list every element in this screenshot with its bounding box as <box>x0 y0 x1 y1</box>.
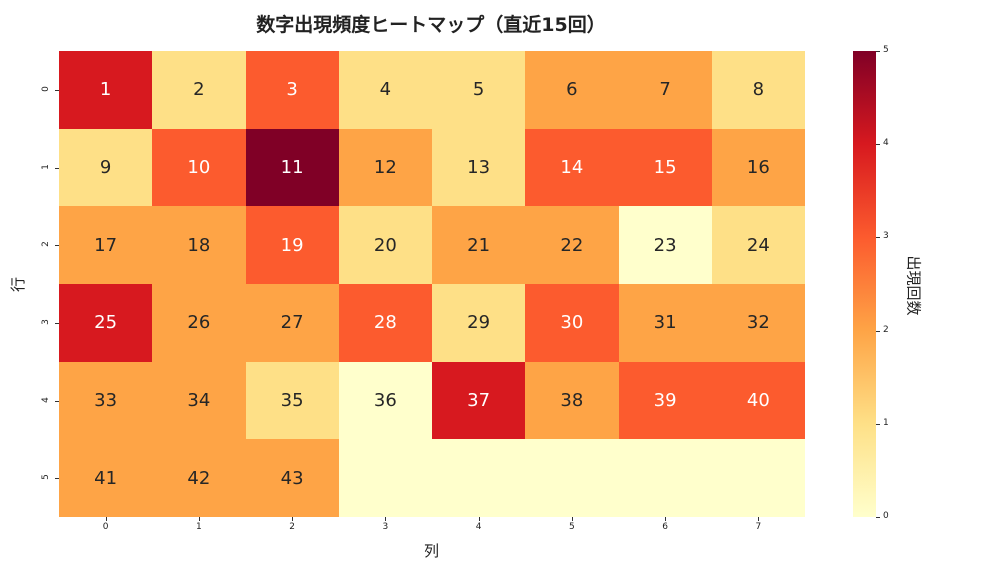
heatmap-cell: 32 <box>711 283 805 362</box>
heatmap-cell: 14 <box>525 128 619 207</box>
heatmap-cell: 39 <box>618 361 712 440</box>
heatmap-cell: 31 <box>618 283 712 362</box>
y-tick-mark <box>55 245 59 247</box>
heatmap-cell: 20 <box>338 206 432 284</box>
heatmap-cell: 38 <box>525 361 619 440</box>
colorbar-tick-mark <box>876 51 880 52</box>
heatmap-cell: 35 <box>245 361 339 440</box>
heatmap-cell: 1 <box>59 51 153 129</box>
heatmap-cell: 26 <box>152 283 246 362</box>
heatmap-cell: 4 <box>338 51 432 129</box>
heatmap-cell <box>525 439 619 517</box>
y-tick-mark <box>55 89 59 91</box>
y-tick-mark <box>55 400 59 402</box>
heatmap-cell: 42 <box>152 439 246 517</box>
x-tick-mark <box>478 517 480 521</box>
y-tick-label: 1 <box>41 163 51 170</box>
y-tick-mark <box>55 322 59 324</box>
x-axis-label: 列 <box>424 542 440 560</box>
heatmap-cell: 8 <box>711 51 805 129</box>
heatmap-cell: 19 <box>245 206 339 284</box>
colorbar <box>853 51 876 517</box>
heatmap-cell: 23 <box>618 206 712 284</box>
x-tick-mark <box>665 517 667 521</box>
y-tick-label: 2 <box>41 241 51 248</box>
heatmap-cell: 12 <box>338 128 432 207</box>
heatmap-cell: 30 <box>525 283 619 362</box>
heatmap-cell: 29 <box>432 283 526 362</box>
x-tick-mark <box>758 517 760 521</box>
colorbar-tick-label: 3 <box>883 231 889 242</box>
x-tick-label: 7 <box>755 522 762 532</box>
y-tick-mark <box>55 167 59 169</box>
x-tick-mark <box>105 517 107 521</box>
y-tick-mark <box>55 478 59 480</box>
heatmap-cell: 36 <box>338 361 432 440</box>
heatmap-cell: 34 <box>152 361 246 440</box>
x-tick-mark <box>198 517 200 521</box>
heatmap-cell: 17 <box>59 206 153 284</box>
heatmap-cell: 6 <box>525 51 619 129</box>
colorbar-tick-mark <box>876 237 880 239</box>
heatmap-cell: 9 <box>59 128 153 207</box>
heatmap-cell: 10 <box>152 128 246 207</box>
heatmap-cell: 16 <box>711 128 805 207</box>
heatmap-cell <box>711 439 805 517</box>
x-tick-label: 3 <box>382 522 389 532</box>
heatmap-grid: 1 2 3 4 5 6 7 8 9 10 11 12 13 14 15 16 17 18 19 20 21 22 23 24 2… <box>59 51 805 517</box>
y-tick-label: 0 <box>41 85 51 92</box>
colorbar-tick-label: 5 <box>883 45 889 55</box>
colorbar-tick-mark <box>876 330 880 332</box>
heatmap-cell: 41 <box>59 439 153 517</box>
heatmap-cell: 7 <box>618 51 712 129</box>
y-tick-label: 4 <box>41 396 51 403</box>
heatmap-cell: 24 <box>711 206 805 284</box>
heatmap-cell: 18 <box>152 206 246 284</box>
y-axis-label: 行 <box>9 276 28 293</box>
heatmap-cell: 3 <box>245 51 339 129</box>
x-tick-label: 1 <box>196 522 202 532</box>
heatmap-cell: 40 <box>711 361 805 440</box>
colorbar-tick-mark <box>876 423 880 425</box>
colorbar-tick-label: 2 <box>883 324 889 335</box>
x-tick-label: 6 <box>662 522 668 532</box>
heatmap-cell: 21 <box>432 206 526 284</box>
heatmap-cell: 43 <box>245 439 339 517</box>
y-tick-label: 5 <box>41 474 51 481</box>
heatmap-cell <box>618 439 712 517</box>
x-tick-mark <box>385 517 387 521</box>
heatmap-cell: 25 <box>59 283 153 362</box>
heatmap-cell: 28 <box>338 283 432 362</box>
colorbar-tick-mark <box>876 144 880 146</box>
x-tick-label: 2 <box>289 522 295 532</box>
colorbar-tick-label: 4 <box>883 138 889 149</box>
heatmap-cell: 15 <box>618 128 712 207</box>
heatmap-cell: 37 <box>432 361 526 440</box>
x-tick-label: 4 <box>475 522 482 532</box>
heatmap-cell: 11 <box>245 128 339 207</box>
x-tick-mark <box>571 517 573 521</box>
heatmap-cell <box>338 439 432 517</box>
heatmap-cell: 2 <box>152 51 246 129</box>
colorbar-label: 出現回数 <box>904 255 923 316</box>
heatmap-cell: 27 <box>245 283 339 362</box>
heatmap-cell: 13 <box>432 128 526 207</box>
x-tick-label: 0 <box>102 522 109 532</box>
x-tick-label: 5 <box>569 522 575 532</box>
colorbar-tick-mark <box>876 517 880 518</box>
heatmap-cell: 33 <box>59 361 153 440</box>
heatmap-cell <box>432 439 526 517</box>
x-tick-mark <box>292 517 294 521</box>
heatmap-cell: 22 <box>525 206 619 284</box>
chart-title: 数字出現頻度ヒートマップ（直近15回） <box>256 14 606 36</box>
colorbar-tick-label: 0 <box>883 511 889 521</box>
heatmap-cell: 5 <box>432 51 526 129</box>
colorbar-tick-label: 1 <box>883 417 889 428</box>
y-tick-label: 3 <box>41 318 51 325</box>
